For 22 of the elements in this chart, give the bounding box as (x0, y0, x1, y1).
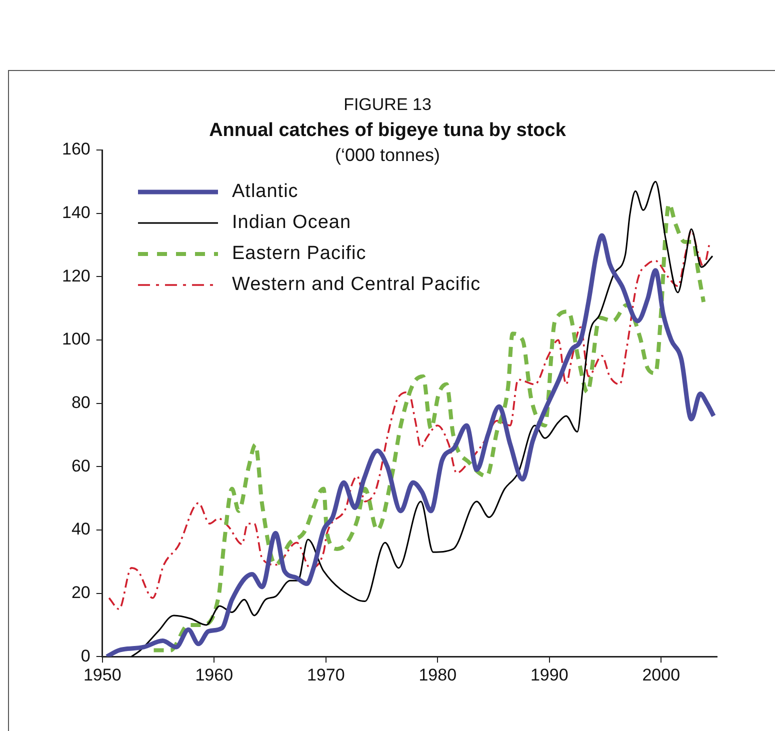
x-tick-label: 2000 (642, 665, 680, 684)
caption: FIGURE 13 (342, 95, 432, 115)
y-tick-label: 40 (71, 520, 90, 539)
y-tick-label: 100 (62, 330, 90, 349)
y-tick-label: 160 (62, 140, 90, 159)
legend-label: Indian Ocean (232, 212, 352, 234)
legend-label: Atlantic (232, 180, 298, 202)
y-tick-label: 120 (62, 266, 90, 286)
chart-subtitle: (‘000 tonnes) (334, 145, 440, 165)
x-tick-label: 1950 (83, 665, 122, 684)
x-tick-label: 1980 (418, 665, 457, 684)
x-tick-label: 1970 (306, 665, 345, 684)
y-tick-label: 60 (71, 456, 90, 476)
y-tick-label: 0 (80, 646, 90, 666)
legend-label: Eastern Pacific (232, 242, 366, 264)
x-tick-label: 1990 (530, 665, 568, 684)
chart-title: Annual catches of bigeye tuna by stock (209, 120, 566, 141)
legend-label: Western and Central Pacific (232, 274, 481, 296)
x-tick-label: 1960 (195, 665, 234, 684)
y-tick-label: 80 (71, 392, 90, 412)
y-tick-label: 20 (71, 582, 90, 602)
y-tick-label: 140 (62, 203, 90, 222)
